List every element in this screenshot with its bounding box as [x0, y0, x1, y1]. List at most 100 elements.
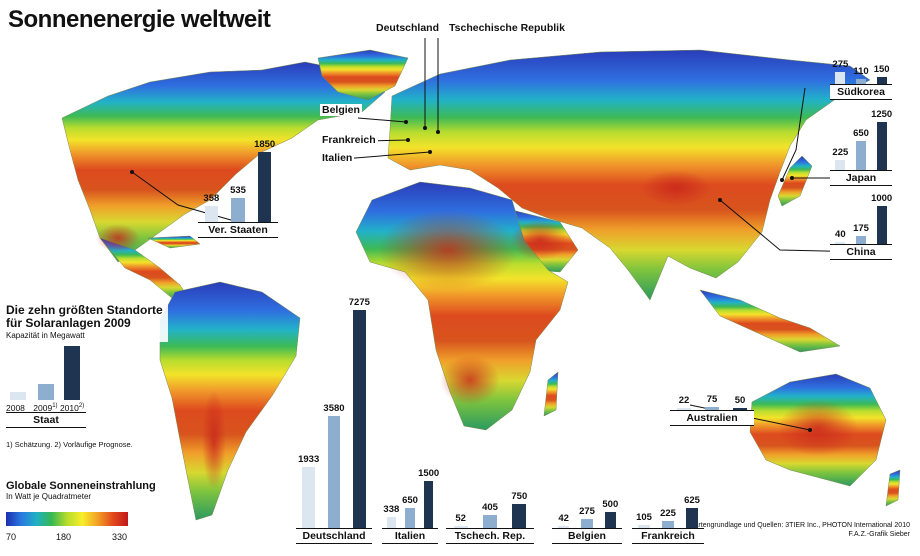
- legend-bar-2010: [64, 346, 80, 400]
- location-dots: [130, 120, 812, 432]
- legend-title-line1: Die zehn größten Standorte: [6, 303, 163, 317]
- legend-year-2010: 2010: [59, 403, 79, 413]
- label-frankreich: Frankreich: [320, 134, 378, 146]
- bar-2008: [638, 524, 650, 528]
- chart-country-label: Italien: [382, 528, 438, 544]
- chart-country-label: Belgien: [552, 528, 622, 544]
- bar-2009: [231, 197, 245, 222]
- source-line2: F.A.Z.-Grafik Sieber: [848, 531, 910, 538]
- source-line1: Kartengrundlage und Quellen: 3TIER Inc.,…: [689, 522, 910, 529]
- bar-2010: [424, 480, 434, 528]
- irradiance-tick-180: 180: [56, 532, 72, 542]
- bar-value-label: 75: [706, 393, 718, 405]
- chart-bars: 225 650 1250: [830, 108, 892, 170]
- bar-2010: [512, 504, 527, 528]
- bar-value-label: 405: [482, 502, 498, 514]
- chart-bars: 42 275 500: [552, 490, 622, 528]
- bar-2010: [604, 512, 617, 528]
- chart-belgien: 42 275 500 Belgien: [552, 490, 622, 544]
- bar-value-label: 1000: [871, 193, 893, 204]
- chart-bars: 358 535 1850: [198, 138, 278, 222]
- bar-value-label: 225: [832, 146, 849, 158]
- new-zealand: [885, 469, 901, 507]
- bar-value-label: 1933: [298, 454, 320, 466]
- bar-value-label: 175: [853, 223, 869, 235]
- bar-value-label: 225: [660, 507, 676, 519]
- bar-2009: [705, 406, 719, 410]
- bar-2008: [302, 467, 315, 528]
- chart-country-label: Japan: [830, 170, 892, 186]
- legend-sample-label: Staat: [6, 412, 86, 428]
- bar-value-label: 275: [579, 506, 595, 518]
- bar-2009: [327, 415, 341, 528]
- chart-australien: 22 75 50 Australien: [670, 392, 754, 426]
- bar-2010: [686, 508, 698, 528]
- chart-bars: 1933 3580 7275: [296, 296, 372, 528]
- chart-japan: 225 650 1250 Japan: [830, 108, 892, 186]
- bar-value-label: 650: [853, 127, 869, 139]
- legend-bar-2009: [38, 384, 54, 400]
- bar-2008: [835, 71, 846, 84]
- bar-value-label: 42: [558, 513, 569, 524]
- bar-value-label: 3580: [323, 402, 345, 414]
- chart-bars: 40 175 1000: [830, 192, 892, 244]
- bar-2010: [876, 77, 887, 84]
- legend-sample-chart: 2008 20091) 20102) Staat: [6, 344, 86, 428]
- bar-value-label: 535: [230, 184, 246, 196]
- legend-year-2009: 2009: [33, 403, 53, 413]
- bar-value-label: 275: [832, 58, 849, 70]
- eurasia: [387, 49, 871, 301]
- chart-italien: 338 650 1500 Italien: [382, 462, 439, 544]
- bar-2010: [876, 206, 887, 244]
- legend-title-line2: für Solaranlagen 2009: [6, 316, 131, 330]
- bar-value-label: 338: [383, 504, 400, 516]
- chart-bars: 52 405 750: [446, 484, 534, 528]
- bar-value-label: 1500: [418, 467, 440, 479]
- label-tschechien: Tschechische Republik: [447, 22, 567, 34]
- bar-value-label: 625: [684, 495, 700, 507]
- bar-2009: [405, 507, 415, 528]
- legend-panel: Die zehn größten Standorte für Solaranla…: [4, 302, 168, 342]
- bar-value-label: 358: [203, 192, 220, 204]
- caribbean: [147, 235, 201, 249]
- bar-2008: [453, 526, 468, 528]
- chart-country-label: Tschech. Rep.: [446, 528, 534, 544]
- greenland: [317, 49, 409, 101]
- chart-südkorea: 275 110 150 Südkorea: [830, 44, 892, 100]
- chart-country-label: Australien: [670, 410, 754, 426]
- legend-footnote: 1) Schätzung. 2) Vorläufige Prognose.: [6, 440, 133, 449]
- bar-2009: [581, 519, 593, 528]
- bar-value-label: 40: [835, 229, 846, 240]
- bar-2009: [855, 79, 867, 84]
- indonesia: [699, 289, 841, 353]
- legend-year-2009-note: 1): [52, 403, 58, 410]
- chart-country-label: Deutschland: [296, 528, 372, 544]
- bar-2010: [353, 310, 366, 528]
- page-title: Sonnenenergie weltweit: [8, 6, 271, 33]
- bar-2010: [258, 152, 272, 222]
- bar-2009: [662, 520, 674, 528]
- irradiance-legend: Globale Sonneneinstrahlung In Watt je Qu…: [4, 478, 158, 503]
- bar-value-label: 750: [511, 491, 528, 503]
- bar-2008: [835, 242, 846, 244]
- bar-value-label: 7275: [348, 297, 370, 308]
- legend-subtitle: Kapazität in Megawatt: [6, 331, 85, 340]
- irradiance-tick-330: 330: [112, 532, 128, 542]
- bar-2008: [677, 408, 691, 410]
- legend-year-2010-note: 2): [78, 403, 85, 410]
- bar-2009: [855, 140, 867, 170]
- bar-2010: [876, 122, 887, 170]
- legend-bar-2008: [10, 392, 26, 400]
- chart-country-label: China: [830, 244, 892, 260]
- bar-value-label: 500: [602, 499, 619, 511]
- bar-2008: [557, 526, 570, 528]
- south-america: [159, 281, 301, 521]
- bar-value-label: 22: [678, 395, 690, 406]
- bar-2009: [855, 236, 867, 244]
- madagascar: [543, 371, 559, 417]
- label-belgien: Belgien: [320, 104, 362, 116]
- bar-2008: [386, 517, 396, 528]
- bar-value-label: 50: [734, 394, 746, 406]
